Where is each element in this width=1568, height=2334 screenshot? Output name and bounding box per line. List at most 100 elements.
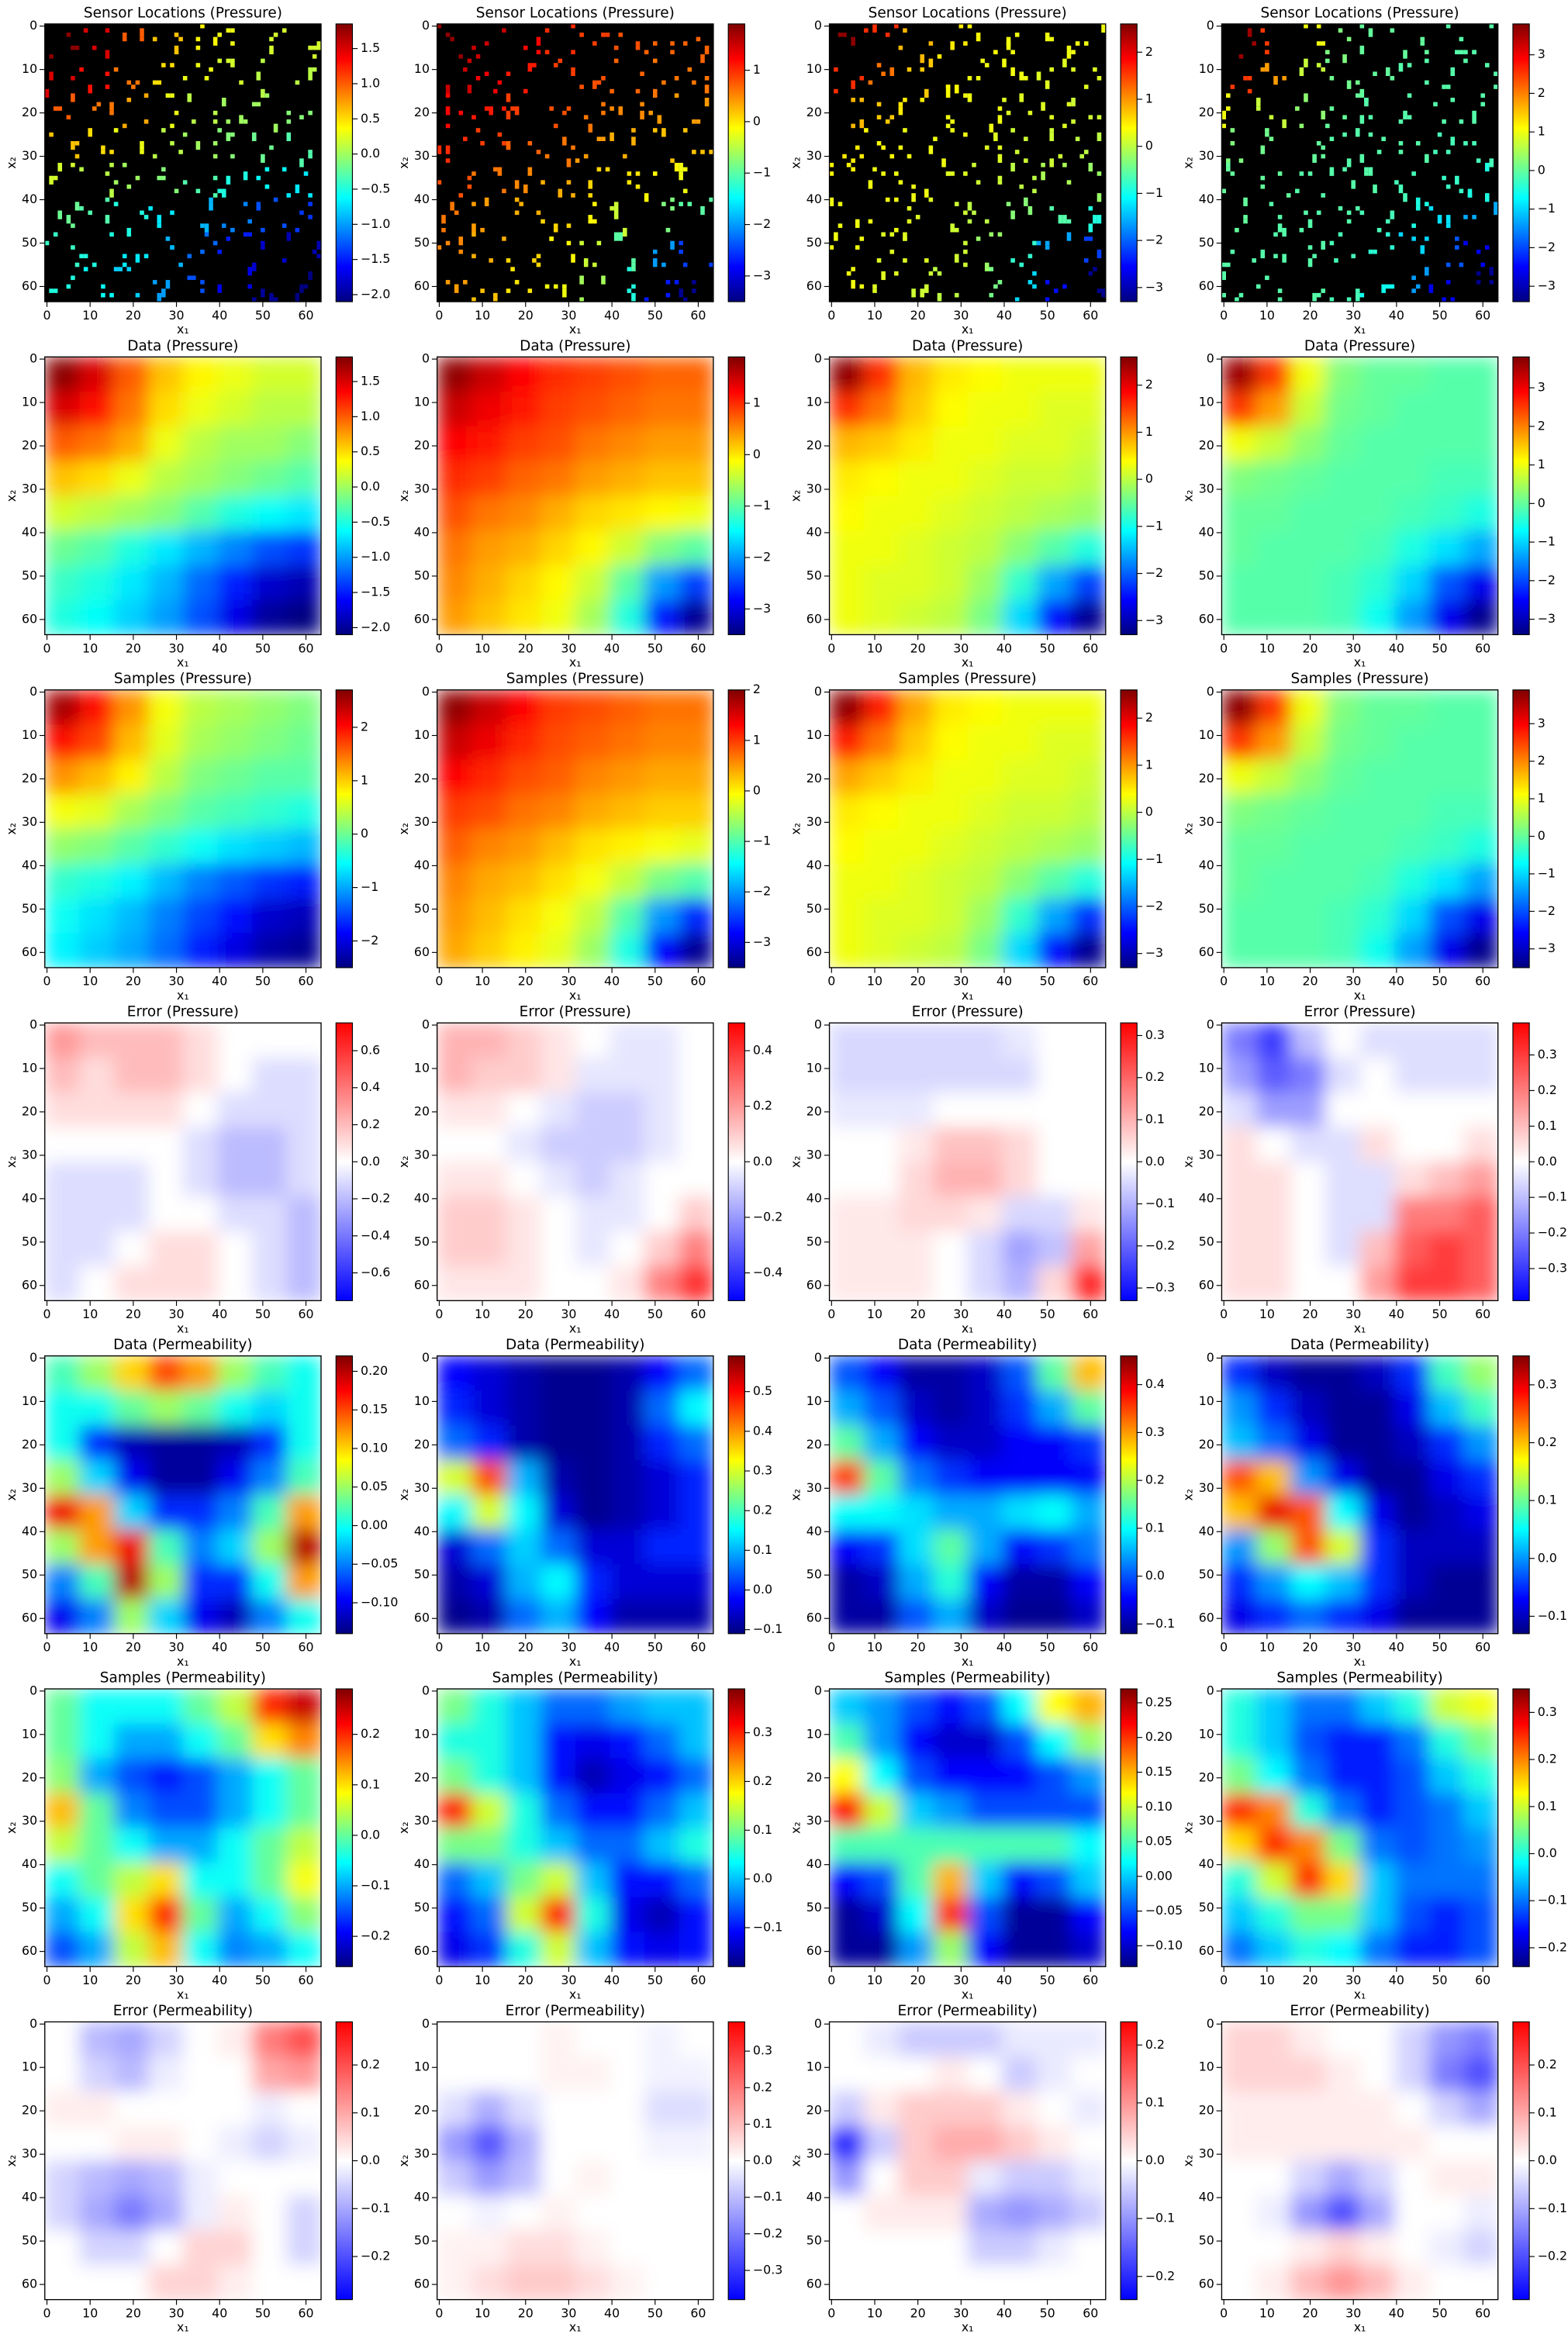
- x-tick-label: 30: [169, 308, 185, 323]
- sensor: [976, 76, 981, 81]
- sensor: [1398, 63, 1404, 72]
- heatmap-cell: [898, 2230, 934, 2267]
- sensor: [829, 197, 834, 206]
- heatmap-cell: [1002, 1828, 1038, 1864]
- sensor: [635, 171, 641, 176]
- heatmap-cell: [1359, 1723, 1396, 1759]
- heatmap-cell: [44, 863, 81, 899]
- heatmap-cell: [506, 1231, 542, 1267]
- heatmap-cell: [1394, 1828, 1430, 1864]
- heatmap-cell: [113, 1862, 150, 1898]
- sensor: [1476, 249, 1481, 254]
- y-axis-label: x₂: [789, 157, 803, 169]
- heatmap-cell: [1002, 1425, 1038, 1462]
- y-tick-label: 40: [806, 1524, 822, 1538]
- colorbar-tick-label: 1: [1145, 757, 1153, 772]
- heatmap-cell: [437, 565, 473, 601]
- sensor: [247, 267, 252, 271]
- heatmap-cell: [1071, 1127, 1106, 1163]
- heatmap-cell: [541, 495, 576, 532]
- sensor: [1442, 85, 1446, 89]
- heatmap-cell: [967, 2022, 1003, 2058]
- heatmap-cell: [575, 2230, 611, 2267]
- heatmap-cell: [1325, 1723, 1361, 1759]
- y-tick-label: 0: [1207, 2016, 1214, 2031]
- colorbar-tick-label: 0.10: [361, 1440, 388, 1455]
- heatmap-cell: [1221, 1828, 1258, 1864]
- heatmap-cell: [1428, 1092, 1465, 1128]
- sensor: [851, 80, 855, 89]
- x-tick-label: 10: [475, 1973, 490, 1987]
- panel: Samples (Permeability)0 10 20 30 40 50 6001020…: [4, 1670, 390, 2002]
- sensor: [1101, 23, 1106, 33]
- heatmap-cell: [217, 2195, 254, 2232]
- sensor: [269, 36, 274, 42]
- heatmap-cell: [610, 1265, 646, 1301]
- heatmap-cell: [610, 565, 646, 601]
- colorbar-tick-label: 0.0: [1145, 1154, 1165, 1169]
- heatmap-cell: [1428, 1425, 1465, 1462]
- heatmap-cell: [1036, 1599, 1072, 1634]
- x-tick-label: 0: [43, 1640, 51, 1655]
- heatmap-cell: [1002, 565, 1038, 601]
- sensor: [217, 33, 222, 37]
- heatmap-cell: [679, 689, 713, 726]
- sensor: [700, 54, 705, 64]
- heatmap-cell: [437, 1897, 473, 1933]
- colorbar-tick-label: −0.1: [1145, 2211, 1175, 2225]
- heatmap-cell: [1290, 1529, 1327, 1566]
- heatmap-cell: [610, 1092, 646, 1128]
- x-tick-label: 30: [169, 1973, 185, 1987]
- heatmap-cell: [44, 1092, 81, 1128]
- heatmap-cell: [1428, 759, 1465, 796]
- heatmap-cell: [1394, 933, 1430, 968]
- x-tick-label: 40: [1389, 2305, 1404, 2320]
- sensor: [1407, 63, 1412, 67]
- heatmap-cell: [286, 2230, 322, 2267]
- image-background: [44, 23, 322, 302]
- x-tick-label: 10: [475, 640, 490, 655]
- colorbar-tick-label: 1: [1538, 124, 1546, 139]
- heatmap-cell: [1359, 724, 1396, 761]
- heatmap-cell: [1325, 2091, 1361, 2127]
- y-tick-label: 40: [22, 858, 37, 872]
- x-tick-label: 20: [1302, 1307, 1318, 1321]
- heatmap-cell: [471, 1932, 507, 1967]
- heatmap-cell: [1463, 759, 1498, 796]
- heatmap-cell: [217, 1529, 254, 1566]
- heatmap-cell: [864, 1599, 900, 1634]
- y-tick-label: 0: [29, 1350, 37, 1365]
- sensor: [855, 219, 860, 228]
- x-axis-label: x₁: [1354, 655, 1366, 670]
- sensor: [135, 175, 140, 181]
- y-tick-label: 10: [1199, 395, 1214, 409]
- sensor: [670, 41, 675, 46]
- heatmap-cell: [575, 1092, 611, 1128]
- heatmap-cell: [1036, 828, 1072, 865]
- heatmap-cell: [575, 933, 611, 968]
- sensor: [963, 210, 968, 216]
- x-tick-label: 0: [435, 308, 443, 323]
- heatmap-cell: [1002, 392, 1038, 428]
- heatmap-cell: [182, 2195, 219, 2232]
- sensor: [161, 175, 166, 181]
- heatmap-cell: [541, 1599, 576, 1634]
- sensor: [1425, 202, 1429, 206]
- heatmap-cells: [44, 2022, 322, 2300]
- colorbar-tick-label: −3: [1145, 945, 1163, 960]
- heatmap-cell: [1255, 392, 1292, 428]
- sensor: [506, 258, 511, 263]
- heatmap-cell: [679, 1723, 713, 1759]
- heatmap-cell: [644, 2125, 680, 2162]
- heatmap-cell: [437, 724, 473, 761]
- heatmap-cell: [1394, 1564, 1430, 1600]
- heatmap-cell: [1290, 1689, 1327, 1725]
- heatmap-cell: [471, 1862, 507, 1898]
- sensor: [247, 271, 252, 276]
- heatmap-cell: [644, 1723, 680, 1759]
- heatmap-cell: [575, 1023, 611, 1059]
- sensor: [640, 102, 644, 107]
- colorbar-tick-label: −3: [753, 268, 771, 282]
- heatmap-cell: [967, 530, 1003, 567]
- x-tick-label: 30: [1345, 308, 1361, 323]
